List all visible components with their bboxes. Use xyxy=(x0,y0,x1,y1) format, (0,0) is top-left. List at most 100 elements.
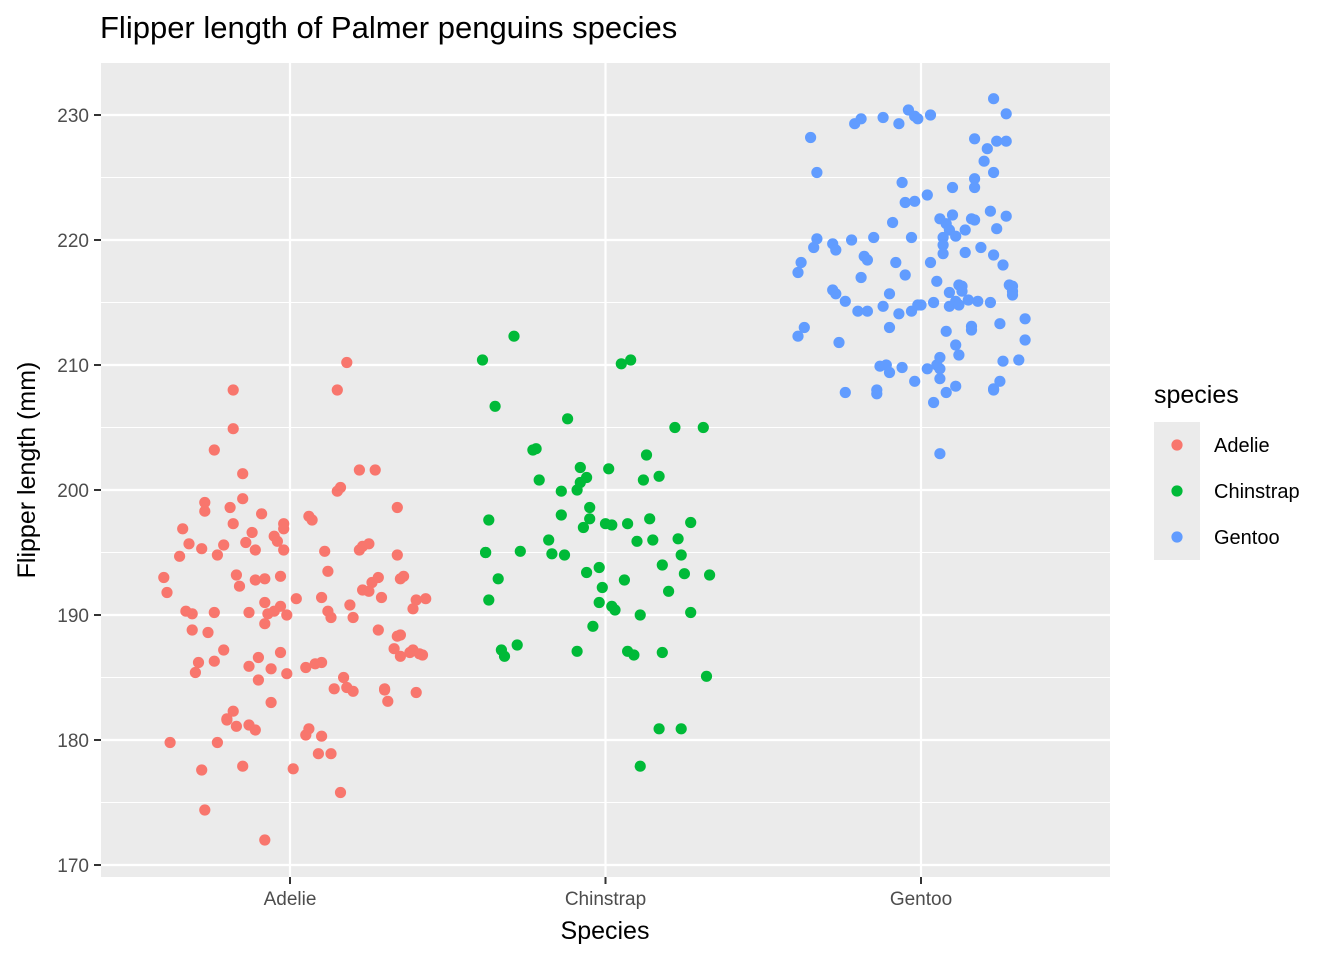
x-tick-label: Chinstrap xyxy=(565,889,646,910)
data-point-gentoo xyxy=(795,256,807,269)
data-point-adelie xyxy=(233,580,246,592)
data-point-gentoo xyxy=(934,363,946,375)
data-point-adelie xyxy=(316,591,328,604)
y-tick-label: 180 xyxy=(57,731,89,752)
data-point-gentoo xyxy=(928,396,940,409)
data-point-adelie xyxy=(325,611,337,624)
data-point-adelie xyxy=(410,594,422,606)
data-point-adelie xyxy=(174,550,186,562)
data-point-gentoo xyxy=(969,133,981,145)
data-point-gentoo xyxy=(924,256,937,269)
data-point-gentoo xyxy=(877,300,889,312)
data-point-chinstrap xyxy=(584,513,596,525)
data-point-chinstrap xyxy=(622,518,634,530)
data-point-gentoo xyxy=(950,230,962,242)
data-point-chinstrap xyxy=(581,471,593,484)
data-point-gentoo xyxy=(899,196,911,209)
data-point-gentoo xyxy=(861,254,874,266)
data-point-adelie xyxy=(341,356,353,369)
data-point-gentoo xyxy=(896,361,908,374)
data-point-adelie xyxy=(199,496,211,509)
data-point-adelie xyxy=(211,736,223,749)
data-point-gentoo xyxy=(893,308,905,320)
y-tick-label: 190 xyxy=(57,606,89,627)
data-point-adelie xyxy=(243,606,255,619)
data-point-adelie xyxy=(331,384,343,396)
data-point-chinstrap xyxy=(669,421,681,434)
data-point-adelie xyxy=(416,649,429,661)
data-point-adelie xyxy=(246,526,258,539)
data-point-adelie xyxy=(344,599,356,611)
data-point-chinstrap xyxy=(675,723,687,735)
data-point-adelie xyxy=(268,605,280,617)
data-point-adelie xyxy=(420,593,432,605)
data-point-chinstrap xyxy=(656,559,668,571)
data-point-gentoo xyxy=(833,336,845,349)
data-point-gentoo xyxy=(924,109,937,121)
data-point-adelie xyxy=(202,626,214,639)
data-point-gentoo xyxy=(959,246,971,259)
data-point-chinstrap xyxy=(609,604,621,616)
data-point-adelie xyxy=(300,661,312,674)
data-point-gentoo xyxy=(855,271,867,284)
data-point-adelie xyxy=(161,586,173,599)
data-point-adelie xyxy=(196,543,208,555)
data-point-chinstrap xyxy=(546,548,558,560)
data-point-adelie xyxy=(347,611,359,624)
data-point-adelie xyxy=(221,714,233,726)
data-point-chinstrap xyxy=(555,485,567,497)
data-point-gentoo xyxy=(965,324,978,336)
data-point-gentoo xyxy=(950,380,962,392)
data-point-gentoo xyxy=(915,299,927,311)
data-point-gentoo xyxy=(855,113,867,125)
data-point-adelie xyxy=(199,505,211,517)
data-point-chinstrap xyxy=(644,513,656,525)
data-point-adelie xyxy=(227,518,239,530)
data-point-gentoo xyxy=(937,248,949,260)
data-point-adelie xyxy=(249,724,261,736)
data-point-gentoo xyxy=(811,166,823,179)
data-point-gentoo xyxy=(953,349,965,361)
data-point-adelie xyxy=(394,629,406,641)
data-point-gentoo xyxy=(883,288,896,300)
x-tick-label: Gentoo xyxy=(890,889,952,910)
data-point-gentoo xyxy=(852,305,864,317)
y-axis: 170 180 190 200 210 220 230 xyxy=(57,106,101,877)
data-point-chinstrap xyxy=(514,545,526,557)
data-point-chinstrap xyxy=(685,516,697,529)
legend-label-adelie: Adelie xyxy=(1214,435,1270,457)
data-point-adelie xyxy=(259,834,271,846)
data-point-adelie xyxy=(274,570,287,582)
data-point-gentoo xyxy=(1000,135,1012,147)
data-point-chinstrap xyxy=(603,463,615,475)
data-point-gentoo xyxy=(921,363,933,375)
data-point-gentoo xyxy=(792,266,804,279)
data-point-gentoo xyxy=(997,355,1009,367)
data-point-gentoo xyxy=(988,93,1000,105)
data-point-gentoo xyxy=(972,295,984,307)
data-point-gentoo xyxy=(909,375,921,387)
data-point-adelie xyxy=(218,644,230,656)
data-point-adelie xyxy=(186,608,198,620)
data-point-adelie xyxy=(372,624,384,636)
data-point-adelie xyxy=(303,723,315,735)
x-axis-title: Species xyxy=(561,917,650,945)
data-point-adelie xyxy=(230,569,242,581)
data-point-adelie xyxy=(379,683,391,695)
x-tick-label: Adelie xyxy=(264,889,317,910)
data-point-adelie xyxy=(196,764,208,776)
data-point-gentoo xyxy=(943,286,956,299)
data-point-adelie xyxy=(237,468,249,480)
data-point-gentoo xyxy=(899,269,911,281)
data-point-gentoo xyxy=(988,249,1000,261)
data-point-chinstrap xyxy=(653,470,665,482)
data-point-chinstrap xyxy=(555,509,567,521)
data-point-gentoo xyxy=(1019,313,1031,325)
data-point-chinstrap xyxy=(530,443,542,455)
data-point-gentoo xyxy=(978,155,990,167)
legend-title: species xyxy=(1154,381,1239,409)
data-point-chinstrap xyxy=(508,330,520,342)
data-point-gentoo xyxy=(883,321,896,334)
data-point-chinstrap xyxy=(700,670,713,682)
